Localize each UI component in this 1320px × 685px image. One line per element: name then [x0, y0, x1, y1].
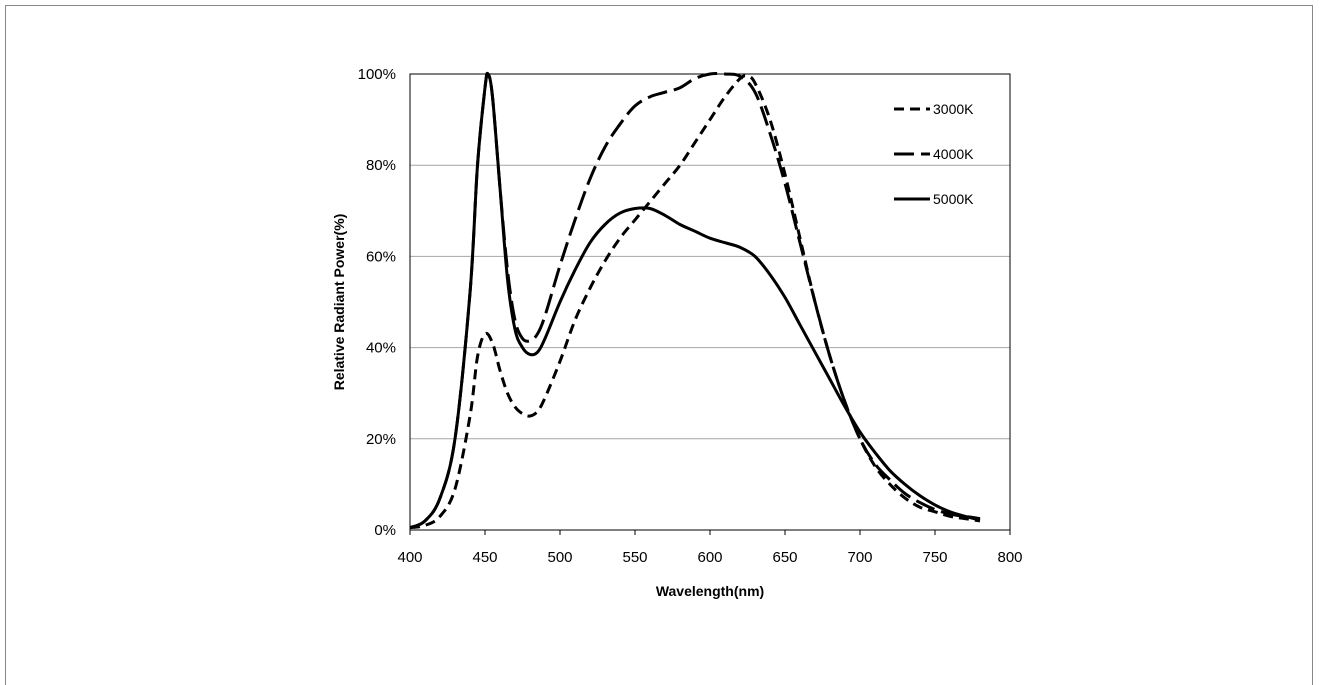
legend-label-4000K: 4000K — [933, 146, 974, 162]
y-tick-label: 60% — [366, 248, 396, 265]
x-tick-label: 800 — [997, 549, 1022, 566]
legend-label-3000K: 3000K — [933, 101, 974, 117]
x-tick-label: 400 — [397, 549, 422, 566]
plot-area-border — [409, 73, 1011, 531]
series-line-3000K — [409, 74, 981, 530]
gridlines — [410, 164, 1010, 440]
legend-label-5000K: 5000K — [933, 191, 974, 207]
chart-frame — [5, 5, 1313, 685]
x-axis-title: Wavelength(nm) — [656, 583, 764, 599]
y-tick-label: 40% — [366, 340, 396, 357]
x-tick-label: 600 — [697, 549, 722, 566]
series-lines — [409, 71, 981, 530]
x-tick-label: 700 — [847, 549, 872, 566]
x-tick-label: 550 — [622, 549, 647, 566]
y-axis-title: Relative Radiant Power(%) — [331, 214, 347, 391]
x-tick-label: 650 — [772, 549, 797, 566]
y-tick-label: 80% — [366, 157, 396, 174]
legend: 3000K 4000K 5000K — [894, 101, 974, 207]
x-tick-label: 500 — [547, 549, 572, 566]
axis-ticks: 0% 20% 40% 60% 80% 100% 400 450 500 550 600 650 700 7… — [358, 66, 1023, 566]
x-tick-label: 450 — [472, 549, 497, 566]
y-tick-label: 20% — [366, 431, 396, 448]
x-tick-label: 750 — [922, 549, 947, 566]
y-tick-label: 100% — [358, 66, 396, 83]
y-tick-label: 0% — [374, 522, 396, 539]
